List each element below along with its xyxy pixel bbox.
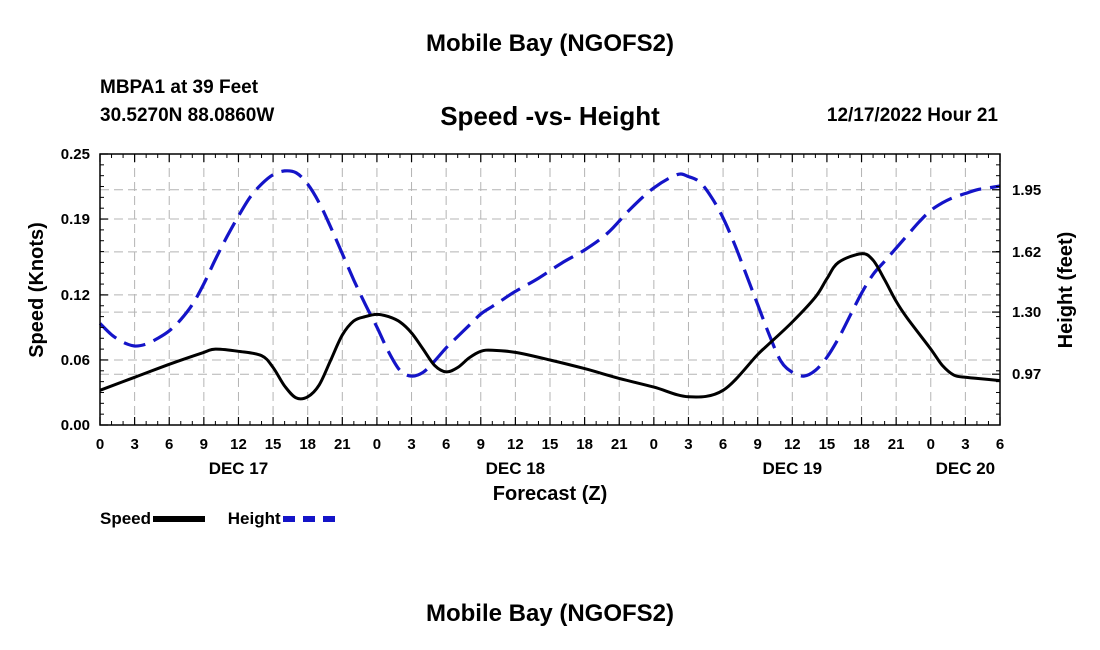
x-tick-label: 3 xyxy=(684,436,692,453)
x-tick-label: 12 xyxy=(230,436,247,453)
y-axis-label: Speed (Knots) xyxy=(26,222,48,358)
x-tick-label: 15 xyxy=(819,436,836,453)
y2-tick-label: 1.30 xyxy=(1012,304,1041,321)
tick-labels: 0 3 6 9 12 15 18 21 0 3 6 9 12 15 18 21 0 3 6 9 12 15 18 21 0 3 6D… xyxy=(61,146,1041,478)
chart-legend: Speed Height xyxy=(100,509,353,529)
x-tick-label: 0 xyxy=(96,436,104,453)
forecast-datetime: 12/17/2022 Hour 21 xyxy=(826,105,998,126)
date-label: DEC 19 xyxy=(763,459,823,478)
station-label: MBPA1 at 39 Feet xyxy=(100,77,259,98)
x-tick-label: 6 xyxy=(996,436,1004,453)
y2-tick-label: 0.97 xyxy=(1012,366,1041,383)
y2-tick-label: 1.62 xyxy=(1012,244,1041,261)
x-tick-label: 12 xyxy=(784,436,801,453)
bottom-title: Mobile Bay (NGOFS2) xyxy=(425,600,675,627)
y-tick-label: 0.25 xyxy=(61,146,90,163)
legend-height-label: Height xyxy=(227,509,281,528)
y2-axis-label: Height (feet) xyxy=(1055,232,1077,349)
legend-speed: Speed xyxy=(100,509,206,529)
legend-height: Height xyxy=(228,509,335,529)
x-tick-label: 9 xyxy=(200,436,208,453)
x-tick-label: 21 xyxy=(888,436,905,453)
x-tick-label: 21 xyxy=(611,436,628,453)
date-label: DEC 17 xyxy=(209,459,269,478)
height-series-line xyxy=(98,169,1001,378)
y-tick-label: 0.12 xyxy=(61,287,90,304)
x-tick-label: 6 xyxy=(442,436,450,453)
x-tick-label: 0 xyxy=(373,436,381,453)
x-tick-label: 15 xyxy=(542,436,559,453)
x-tick-label: 0 xyxy=(650,436,658,453)
ticks xyxy=(99,153,1001,426)
legend-speed-swatch xyxy=(153,516,206,522)
x-tick-label: 18 xyxy=(853,436,870,453)
x-tick-label: 15 xyxy=(265,436,282,453)
x-tick-label: 6 xyxy=(719,436,727,453)
page-title: Mobile Bay (NGOFS2) xyxy=(425,30,675,57)
x-tick-label: 9 xyxy=(477,436,485,453)
x-tick-label: 18 xyxy=(299,436,316,453)
legend-height-swatch xyxy=(282,516,335,522)
x-tick-label: 0 xyxy=(927,436,935,453)
x-tick-label: 3 xyxy=(961,436,969,453)
x-tick-label: 3 xyxy=(130,436,138,453)
y-tick-label: 0.06 xyxy=(61,352,90,369)
chart-subtitle: Speed -vs- Height xyxy=(440,101,660,131)
x-tick-label: 18 xyxy=(576,436,593,453)
x-tick-label: 6 xyxy=(165,436,173,453)
legend-speed-label: Speed xyxy=(100,509,152,528)
date-label: DEC 20 xyxy=(936,459,996,478)
x-tick-label: 21 xyxy=(334,436,351,453)
x-axis-label: Forecast (Z) xyxy=(493,483,607,505)
y-tick-label: 0.19 xyxy=(61,211,90,228)
coordinates-label: 30.5270N 88.0860W xyxy=(100,105,275,126)
x-tick-label: 12 xyxy=(507,436,524,453)
x-tick-label: 3 xyxy=(407,436,415,453)
speed-series-line xyxy=(99,252,1001,401)
y-tick-label: 0.00 xyxy=(61,417,90,434)
date-label: DEC 18 xyxy=(486,459,546,478)
series-layer xyxy=(98,169,1001,401)
x-tick-label: 9 xyxy=(754,436,762,453)
y2-tick-label: 1.95 xyxy=(1012,182,1041,199)
grid xyxy=(100,154,1000,425)
